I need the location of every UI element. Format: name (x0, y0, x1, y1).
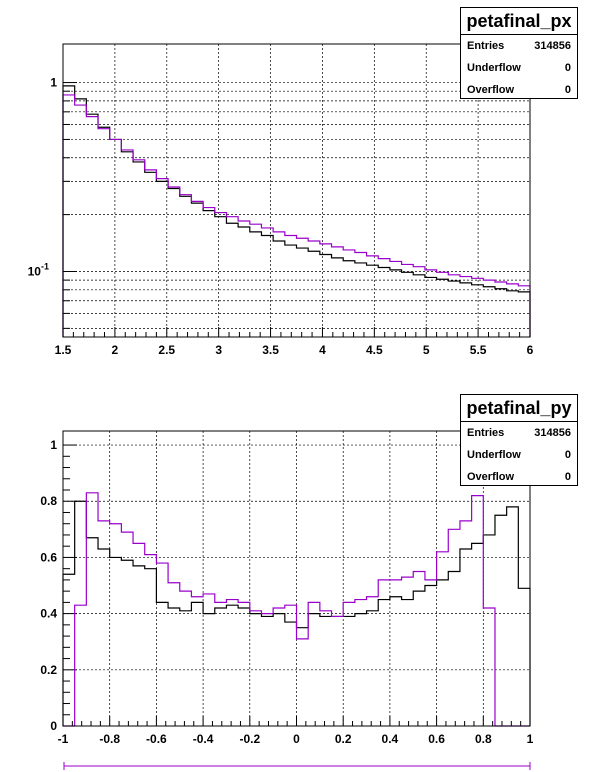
stats-row-entries: Entries 314856 (461, 422, 577, 444)
stats-title: petafinal_px (461, 8, 577, 35)
x-tick-label: 4.5 (366, 343, 383, 357)
stats-box-py: petafinal_py Entries 314856 Underflow 0 Ov… (460, 394, 578, 486)
stats-value: 0 (564, 62, 571, 74)
stats-label: Entries (467, 427, 505, 439)
x-tick-label: 6 (527, 343, 534, 357)
stats-label: Underflow (467, 449, 521, 461)
stats-label: Overflow (467, 84, 515, 96)
x-tick-label: 0.4 (382, 732, 399, 746)
y-tick-label: 1 (50, 438, 57, 452)
x-tick-label: 3 (215, 343, 222, 357)
plot-area (63, 44, 530, 337)
x-tick-label: 3.5 (262, 343, 279, 357)
x-tick-label: -0.4 (193, 732, 214, 746)
stats-box-px: petafinal_px Entries 314856 Underflow 0 Ov… (460, 7, 578, 99)
histogram-series-0 (62, 85, 531, 337)
stats-row-underflow: Underflow 0 (461, 57, 577, 79)
stats-value: 0 (564, 84, 571, 96)
x-tick-label: -0.8 (99, 732, 120, 746)
stats-label: Overflow (467, 471, 515, 483)
plot-frame (62, 430, 531, 727)
stats-label: Underflow (467, 62, 521, 74)
histogram-series-1 (63, 492, 530, 727)
stats-value: 314856 (534, 427, 571, 439)
y-tick-label: 0.4 (40, 607, 57, 621)
plot-frame (62, 43, 531, 338)
x-tick-label: 2.5 (158, 343, 175, 357)
x-tick-label: -0.6 (146, 732, 167, 746)
stats-value: 0 (564, 471, 571, 483)
y-tick-label: 0.6 (40, 550, 57, 564)
stats-label: Entries (467, 40, 505, 52)
x-tick-label: 0 (293, 732, 300, 746)
y-tick-label: 1 (50, 76, 57, 90)
stats-row-entries: Entries 314856 (461, 35, 577, 57)
x-tick-label: 1 (527, 732, 534, 746)
x-tick-label: 0.6 (428, 732, 445, 746)
y-tick-label: 0 (50, 719, 57, 733)
stats-value: 314856 (534, 40, 571, 52)
stats-value: 0 (564, 449, 571, 461)
stats-title: petafinal_py (461, 395, 577, 422)
x-tick-label: 4 (319, 343, 326, 357)
y-tick-label: 0.2 (40, 663, 57, 677)
y-tick-exponent: -1 (41, 261, 49, 271)
histogram-series-1 (62, 94, 531, 337)
x-tick-label: -1 (58, 732, 69, 746)
x-tick-label: 5 (423, 343, 430, 357)
x-tick-label: 1.5 (55, 343, 72, 357)
x-tick-label: 0.2 (335, 732, 352, 746)
y-tick-label: 0.8 (40, 494, 57, 508)
x-tick-label: -0.2 (239, 732, 260, 746)
x-tick-label: 0.8 (475, 732, 492, 746)
stats-row-overflow: Overflow 0 (461, 466, 577, 488)
histogram-series-0 (62, 500, 531, 726)
stats-row-overflow: Overflow 0 (461, 79, 577, 101)
chart-px: 1.5 2 2.5 3 3.5 4 4.5 5 5.5 6 1 10-1 (28, 43, 534, 357)
x-tick-label: 5.5 (470, 343, 487, 357)
stats-row-underflow: Underflow 0 (461, 444, 577, 466)
y-tick-label: 10-1 (28, 261, 49, 278)
x-tick-label: 2 (112, 343, 119, 357)
